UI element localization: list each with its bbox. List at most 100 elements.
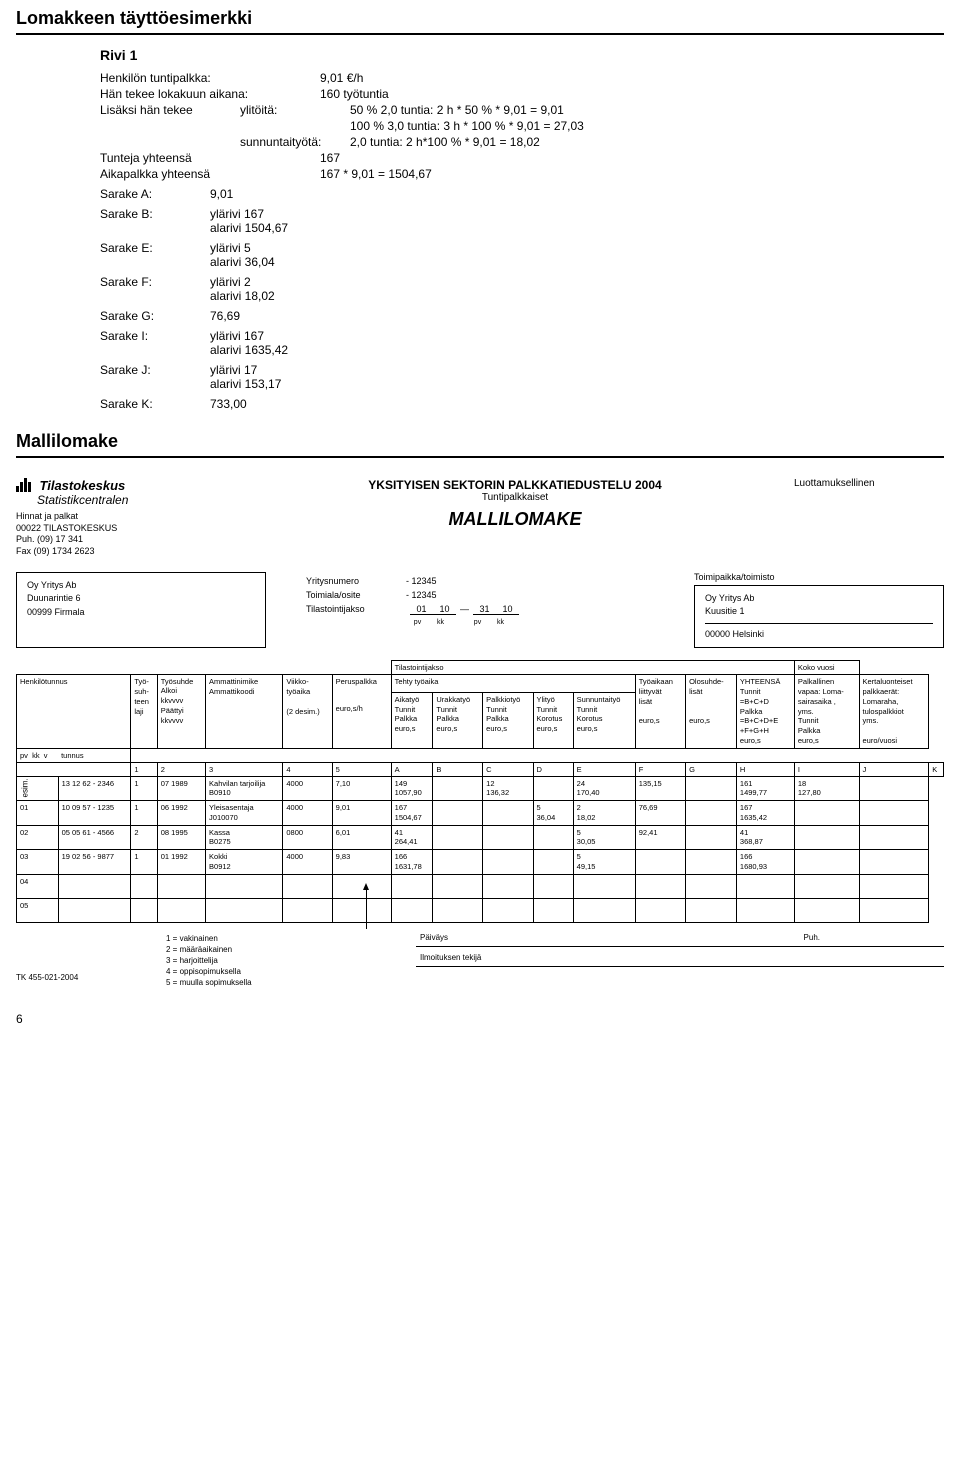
header-sub: Tuntipalkkaiset bbox=[236, 492, 794, 503]
col-letter: D bbox=[533, 762, 573, 776]
header-right: Luottamuksellinen bbox=[794, 478, 944, 558]
stats-bars-icon bbox=[16, 478, 34, 492]
kv-label: Lisäksi hän tekee bbox=[100, 103, 240, 117]
kv-label: Sarake B: bbox=[100, 207, 210, 235]
logo-subtitle: Statistikcentralen bbox=[37, 493, 236, 507]
logo-title: Tilastokeskus bbox=[40, 478, 126, 493]
col-letter: E bbox=[573, 762, 635, 776]
info-val: - 12345 bbox=[406, 576, 486, 586]
th-sunnun: SunnuntaityöTunnitKorotuseuro,s bbox=[573, 692, 635, 748]
header-mid: YKSITYISEN SEKTORIN PALKKATIEDUSTELU 200… bbox=[236, 478, 794, 558]
kv-label: Sarake A: bbox=[100, 187, 210, 201]
kv-label bbox=[100, 119, 240, 133]
col-letter: 4 bbox=[283, 762, 332, 776]
kv-label: Sarake I: bbox=[100, 329, 210, 357]
th-tyosuhde: TyösuhdeAlkoikkvvvvPäättyikkvvvv bbox=[157, 675, 205, 748]
section-title-2: Mallilomake bbox=[0, 423, 960, 456]
th-tyosuh: Työ-suh-teenlaji bbox=[131, 675, 157, 748]
kv-label: Hän tekee lokakuun aikana: bbox=[100, 87, 320, 101]
col-letter: K bbox=[929, 762, 944, 776]
org-info: Hinnat ja palkat00022 TILASTOKESKUSPuh. … bbox=[16, 511, 236, 558]
col-letter: 2 bbox=[157, 762, 205, 776]
page-number: 6 bbox=[0, 996, 960, 1042]
th-henk: Henkilötunnus bbox=[17, 675, 131, 748]
kv-val: ylärivi 5alarivi 36,04 bbox=[210, 241, 860, 269]
kv-val: 733,00 bbox=[210, 397, 860, 411]
kv-val: ylärivi 2alarivi 18,02 bbox=[210, 275, 860, 303]
company-right: Toimipaikka/toimisto Oy Yritys Ab Kuusit… bbox=[694, 572, 944, 649]
kv-label: Aikapalkka yhteensä bbox=[100, 167, 320, 181]
company-block: Oy Yritys Ab Duunarintie 6 00999 Firmala… bbox=[16, 572, 944, 649]
kv-mid: sunnuntaityötä: bbox=[240, 135, 350, 149]
divider bbox=[16, 33, 944, 35]
col-letter: 5 bbox=[332, 762, 391, 776]
arrow-icon bbox=[366, 889, 367, 929]
company-mid: Yritysnumero- 12345 Toimiala/osite- 1234… bbox=[306, 572, 654, 649]
th-yhteensa: YHTEENSÄTunnit=B+C+DPalkka=B+C+D+E+F+G+H… bbox=[736, 675, 794, 748]
form-header: Tilastokeskus Statistikcentralen Hinnat … bbox=[16, 478, 944, 558]
form-area: Tilastokeskus Statistikcentralen Hinnat … bbox=[0, 470, 960, 996]
toimipaikka-box: Oy Yritys Ab Kuusitie 1 00000 Helsinki bbox=[694, 585, 944, 649]
logo-block: Tilastokeskus Statistikcentralen Hinnat … bbox=[16, 478, 236, 558]
th-koko: Koko vuosi bbox=[794, 661, 859, 675]
header-big: MALLILOMAKE bbox=[236, 509, 794, 530]
date-to: 3110 bbox=[473, 604, 519, 615]
kv-label: Sarake G: bbox=[100, 309, 210, 323]
company-addr1: Duunarintie 6 bbox=[27, 592, 255, 606]
th-ylityo: YlityöTunnitKorotuseuro,s bbox=[533, 692, 573, 748]
th-tilasto: Tilastointijakso bbox=[391, 661, 794, 675]
kv-label: Sarake E: bbox=[100, 241, 210, 269]
kv-val: 9,01 bbox=[210, 187, 860, 201]
th-olosuhde: Olosuhde-lisäteuro,s bbox=[686, 675, 737, 748]
kv-mid bbox=[240, 119, 350, 133]
col-letter: C bbox=[483, 762, 533, 776]
kv-val: 167 bbox=[320, 151, 860, 165]
kv-val: 9,01 €/h bbox=[320, 71, 860, 85]
example-block: Rivi 1 Henkilön tuntipalkka:9,01 €/h Hän… bbox=[0, 47, 960, 423]
toimipaikka-label: Toimipaikka/toimisto bbox=[694, 572, 944, 582]
kv-label: Henkilön tuntipalkka: bbox=[100, 71, 320, 85]
th-tyoaikaan: Työaikaanliittyvätlisäteuro,s bbox=[635, 675, 685, 748]
th-urakka: UrakkatyöTunnitPalkkaeuro,s bbox=[433, 692, 483, 748]
company-name: Oy Yritys Ab bbox=[27, 579, 255, 593]
th-tehty: Tehty työaika bbox=[391, 675, 635, 693]
footer-block: TK 455-021-2004 1 = vakinainen2 = määräa… bbox=[16, 933, 944, 989]
tp-addr: Kuusitie 1 bbox=[705, 605, 933, 619]
col-letter: F bbox=[635, 762, 685, 776]
col-letter: B bbox=[433, 762, 483, 776]
company-box: Oy Yritys Ab Duunarintie 6 00999 Firmala bbox=[16, 572, 266, 649]
kv-val: 100 % 3,0 tuntia: 3 h * 100 % * 9,01 = 2… bbox=[350, 119, 860, 133]
kv-label: Tunteja yhteensä bbox=[100, 151, 320, 165]
th-aikatyo: AikatyöTunnitPalkkaeuro,s bbox=[391, 692, 433, 748]
kv-val: 2,0 tuntia: 2 h*100 % * 9,01 = 18,02 bbox=[350, 135, 860, 149]
date-from: 0110 bbox=[410, 604, 456, 615]
esim-label: esim. bbox=[17, 776, 59, 801]
tp-city: 00000 Helsinki bbox=[705, 623, 933, 642]
info-label: Tilastointijakso bbox=[306, 604, 406, 614]
th-amm: AmmattinimikeAmmattikoodi bbox=[206, 675, 283, 748]
tp-name: Oy Yritys Ab bbox=[705, 592, 933, 606]
kv-val: 50 % 2,0 tuntia: 2 h * 50 % * 9,01 = 9,0… bbox=[350, 103, 860, 117]
kv-mid: ylitöitä: bbox=[240, 103, 350, 117]
kv-label: Sarake K: bbox=[100, 397, 210, 411]
th-palkallinen: Palkallinenvapaa: Loma-sairasaika ,yms.T… bbox=[794, 675, 859, 748]
footer-doc: TK 455-021-2004 bbox=[16, 933, 166, 989]
section-title-1: Lomakkeen täyttöesimerkki bbox=[0, 0, 960, 33]
kv-label bbox=[100, 135, 240, 149]
col-letter: A bbox=[391, 762, 433, 776]
info-val: - 12345 bbox=[406, 590, 486, 600]
kv-label: Sarake F: bbox=[100, 275, 210, 303]
col-letter: H bbox=[736, 762, 794, 776]
footer-legend: 1 = vakinainen2 = määräaikainen3 = harjo… bbox=[166, 933, 366, 989]
footer-right: PäiväysPuh. Ilmoituksen tekijä bbox=[366, 933, 944, 989]
divider bbox=[16, 456, 944, 458]
th-viikko: Viikko-työaika(2 desim.) bbox=[283, 675, 332, 748]
col-letter: J bbox=[859, 762, 929, 776]
th-palkkio: PalkkiotyöTunnitPalkkaeuro,s bbox=[483, 692, 533, 748]
main-table: Tilastointijakso Koko vuosi Henkilötunnu… bbox=[16, 660, 944, 922]
col-letter: 1 bbox=[131, 762, 157, 776]
info-label: Toimiala/osite bbox=[306, 590, 406, 600]
kv-val: ylärivi 17alarivi 153,17 bbox=[210, 363, 860, 391]
kv-val: 167 * 9,01 = 1504,67 bbox=[320, 167, 860, 181]
kv-val: 76,69 bbox=[210, 309, 860, 323]
